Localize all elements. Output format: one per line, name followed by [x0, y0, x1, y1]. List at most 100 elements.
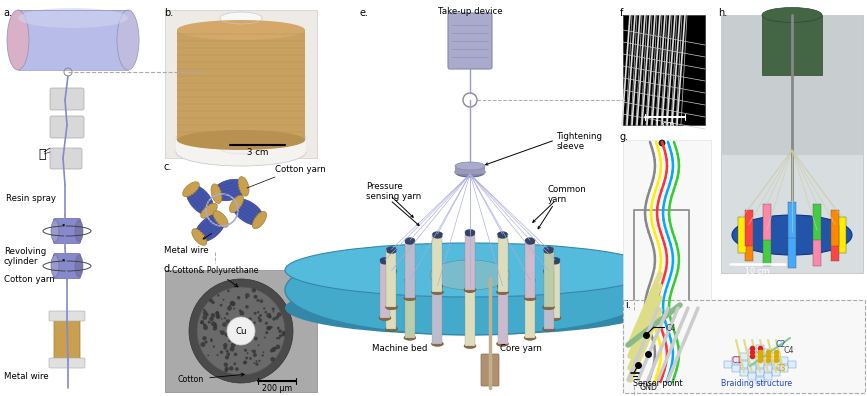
- Ellipse shape: [238, 177, 249, 196]
- Circle shape: [203, 309, 205, 312]
- Bar: [732, 356, 740, 364]
- Circle shape: [208, 321, 211, 324]
- Ellipse shape: [380, 259, 390, 265]
- Circle shape: [203, 324, 205, 326]
- Ellipse shape: [404, 335, 416, 340]
- Ellipse shape: [525, 335, 536, 340]
- Bar: [813, 230, 821, 266]
- Circle shape: [257, 344, 259, 346]
- Bar: [763, 204, 771, 240]
- Text: Take-up device: Take-up device: [438, 7, 502, 16]
- FancyBboxPatch shape: [448, 13, 492, 69]
- Bar: [748, 348, 756, 356]
- FancyBboxPatch shape: [54, 253, 81, 278]
- Text: Metal wire: Metal wire: [164, 246, 209, 255]
- Bar: [738, 217, 746, 253]
- Bar: [748, 373, 756, 379]
- Circle shape: [224, 317, 226, 319]
- Ellipse shape: [525, 238, 535, 243]
- Circle shape: [212, 301, 215, 304]
- Bar: [772, 352, 780, 360]
- Circle shape: [200, 342, 205, 347]
- Text: Braiding structure: Braiding structure: [721, 379, 792, 388]
- Circle shape: [278, 329, 282, 333]
- Circle shape: [245, 297, 248, 299]
- Ellipse shape: [430, 260, 510, 290]
- Circle shape: [212, 345, 215, 348]
- Text: b.: b.: [164, 8, 173, 18]
- Bar: [740, 352, 748, 360]
- Circle shape: [214, 323, 217, 325]
- Circle shape: [219, 304, 223, 307]
- Bar: [465, 288, 475, 346]
- Ellipse shape: [525, 277, 535, 282]
- Ellipse shape: [762, 8, 822, 23]
- Ellipse shape: [544, 247, 553, 252]
- Circle shape: [215, 311, 219, 315]
- Bar: [550, 260, 560, 318]
- Circle shape: [227, 289, 230, 292]
- Circle shape: [235, 367, 238, 371]
- Circle shape: [265, 331, 268, 334]
- Circle shape: [264, 337, 265, 339]
- Circle shape: [205, 313, 209, 316]
- Ellipse shape: [232, 199, 264, 225]
- Circle shape: [272, 317, 276, 321]
- Bar: [465, 232, 475, 290]
- Bar: [748, 364, 756, 371]
- Circle shape: [253, 362, 255, 364]
- Circle shape: [207, 354, 209, 356]
- Circle shape: [227, 306, 231, 311]
- Text: 10 cm: 10 cm: [745, 267, 769, 276]
- Ellipse shape: [544, 249, 553, 254]
- Circle shape: [233, 308, 235, 310]
- Ellipse shape: [117, 10, 139, 70]
- Circle shape: [277, 312, 282, 317]
- Circle shape: [231, 343, 236, 348]
- Bar: [177, 30, 305, 140]
- Circle shape: [266, 326, 271, 330]
- Circle shape: [219, 330, 221, 332]
- Circle shape: [213, 324, 218, 328]
- Text: Machine bed: Machine bed: [372, 344, 427, 353]
- Circle shape: [237, 296, 240, 299]
- Bar: [732, 364, 740, 371]
- Circle shape: [234, 352, 238, 356]
- Text: h.: h.: [718, 8, 727, 18]
- Circle shape: [263, 307, 265, 310]
- Circle shape: [189, 279, 293, 383]
- Ellipse shape: [75, 255, 83, 277]
- Ellipse shape: [550, 259, 560, 265]
- Ellipse shape: [18, 8, 128, 28]
- Ellipse shape: [550, 257, 560, 263]
- Circle shape: [204, 324, 206, 327]
- Ellipse shape: [220, 142, 262, 154]
- Text: Sensor point: Sensor point: [633, 379, 682, 388]
- Ellipse shape: [387, 268, 396, 273]
- Bar: [380, 260, 390, 318]
- Bar: [405, 280, 415, 338]
- Circle shape: [254, 312, 257, 315]
- FancyBboxPatch shape: [49, 311, 85, 321]
- Circle shape: [203, 325, 208, 330]
- Ellipse shape: [75, 220, 83, 242]
- Circle shape: [264, 322, 268, 325]
- Circle shape: [282, 331, 285, 335]
- Circle shape: [257, 311, 259, 313]
- Text: Common
yarn: Common yarn: [548, 185, 587, 204]
- Ellipse shape: [386, 305, 397, 310]
- Ellipse shape: [732, 215, 852, 255]
- Circle shape: [225, 333, 228, 337]
- Ellipse shape: [176, 127, 306, 149]
- FancyBboxPatch shape: [481, 354, 499, 386]
- Ellipse shape: [405, 240, 415, 245]
- Circle shape: [271, 307, 275, 310]
- Bar: [721, 15, 863, 273]
- Circle shape: [203, 311, 207, 316]
- Ellipse shape: [433, 284, 442, 288]
- Bar: [387, 271, 396, 329]
- Circle shape: [245, 305, 249, 308]
- Bar: [772, 360, 780, 367]
- Circle shape: [224, 362, 228, 367]
- Text: Metal wire: Metal wire: [4, 372, 49, 381]
